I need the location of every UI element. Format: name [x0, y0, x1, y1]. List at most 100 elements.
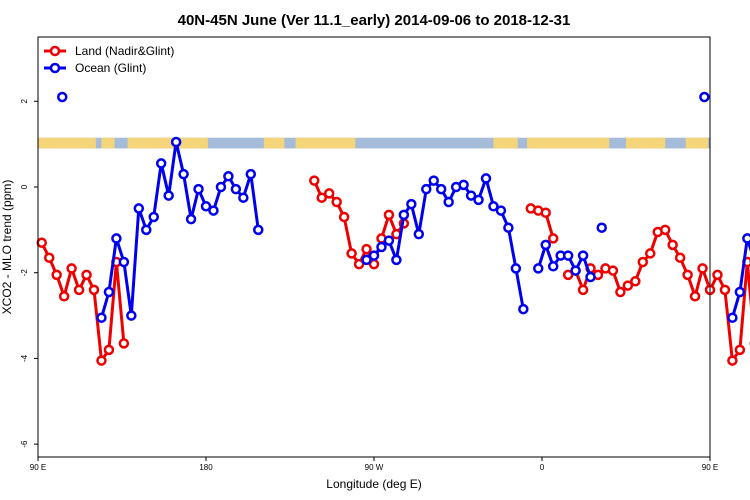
series-ocean-point: [103, 286, 115, 298]
chart-title: 40N-45N June (Ver 11.1_early) 2014-09-06…: [178, 12, 571, 29]
series-ocean-point: [510, 263, 522, 274]
series-land-point: [353, 258, 365, 270]
series-ocean-point: [148, 211, 159, 223]
series-ocean-point: [230, 183, 242, 195]
plot-frame: [37, 36, 711, 458]
series-land-point: [719, 284, 731, 296]
series-land-point: [562, 269, 574, 281]
series-land-point: [118, 338, 130, 349]
series-ocean-point: [253, 224, 264, 236]
series-ocean-point: [473, 194, 484, 206]
band-ocean: [38, 137, 710, 149]
series-land-point: [36, 237, 47, 248]
series-ocean-point: [223, 171, 234, 182]
y-tick-label: 2: [20, 99, 29, 104]
series-ocean-point: [585, 271, 596, 283]
series-ocean-point: [570, 265, 581, 276]
y-tick-label: -4: [20, 354, 29, 362]
series-ocean-point: [503, 222, 514, 233]
series-land-point: [338, 211, 350, 223]
series-ocean-point: [727, 312, 738, 323]
band-land-segment: [527, 137, 610, 149]
series-ocean-point: [368, 250, 380, 261]
series-ocean-point: [163, 190, 174, 201]
series-land-point: [103, 344, 115, 356]
series-land-point: [66, 263, 77, 274]
series-ocean-point: [96, 312, 107, 323]
series-land-point: [577, 284, 589, 296]
series-ocean-point: [200, 201, 212, 212]
series-ocean-point: [742, 233, 750, 244]
legend-ocean-marker: [49, 62, 61, 74]
series-ocean-point: [126, 310, 137, 321]
series-land-point: [88, 284, 100, 296]
surface-band: [38, 137, 710, 149]
series-land-point: [316, 192, 327, 203]
series-land-point: [43, 252, 55, 263]
series-ocean-point: [391, 254, 402, 266]
series-land-point: [727, 355, 738, 366]
series-land-point: [73, 284, 85, 296]
series-land-point: [346, 248, 357, 259]
legend-ocean-label: Ocean (Glint): [75, 61, 146, 75]
series-ocean-point: [245, 168, 257, 180]
series-ocean-point: [413, 228, 425, 240]
series-ocean-point: [208, 205, 219, 216]
series-ocean-point: [518, 303, 529, 315]
series-ocean-point: [193, 183, 204, 195]
x-tick-label: 0: [540, 463, 545, 472]
band-land-segment: [493, 137, 518, 149]
series-ocean-point: [361, 254, 372, 266]
series-land-point: [674, 252, 686, 263]
band-land-segment: [101, 137, 115, 149]
series-land-point: [734, 344, 746, 356]
series-ocean-point: [118, 256, 130, 268]
series-ocean-point: [480, 173, 492, 184]
series-land-point: [630, 276, 641, 287]
x-tick-label: 90 E: [702, 463, 718, 472]
series-ocean-point: [495, 205, 507, 216]
series-ocean-line: [100, 140, 260, 319]
series-ocean-point: [428, 175, 439, 186]
series-land-point: [637, 256, 649, 268]
series-ocean-point: [488, 201, 499, 212]
band-land-segment: [626, 137, 666, 149]
series-ocean-point: [734, 286, 746, 298]
series-ocean-point: [406, 198, 417, 210]
series-ocean-point: [443, 196, 454, 208]
series-ocean-point: [170, 136, 182, 148]
series-land-point: [697, 263, 708, 274]
series-ocean-point: [540, 239, 551, 251]
series-ocean-point: [238, 192, 249, 203]
series-ocean-point: [699, 91, 710, 103]
series-land-point: [682, 269, 693, 281]
band-land-segment: [127, 137, 208, 149]
series-ocean-point: [577, 250, 589, 261]
series-land: [36, 175, 750, 366]
band-land-segment: [263, 137, 285, 149]
series-land-point: [607, 265, 619, 276]
x-tick-label: 90 W: [365, 463, 384, 472]
series-ocean-point: [458, 179, 469, 191]
series-land-line: [567, 228, 750, 363]
series-ocean-point: [155, 158, 167, 169]
band-land-segment: [685, 137, 709, 149]
y-tick-label: -2: [20, 269, 29, 277]
series-ocean-point: [533, 263, 544, 274]
series-land-point: [615, 286, 626, 298]
legend: Land (Nadir&Glint) Ocean (Glint): [44, 44, 174, 75]
series-ocean-point: [215, 181, 227, 193]
series-ocean-point: [178, 168, 189, 180]
series-ocean-point: [383, 235, 395, 246]
y-tick-label: -6: [20, 440, 29, 448]
series-land-point: [96, 355, 107, 366]
series-land-point: [309, 175, 320, 186]
series-ocean-point: [547, 261, 559, 272]
series-ocean-point: [421, 183, 432, 195]
series-layer: [36, 91, 750, 366]
series-ocean-point: [376, 241, 387, 253]
series-land-point: [383, 209, 395, 221]
series-land-point: [659, 224, 671, 236]
series-land-point: [323, 188, 335, 199]
